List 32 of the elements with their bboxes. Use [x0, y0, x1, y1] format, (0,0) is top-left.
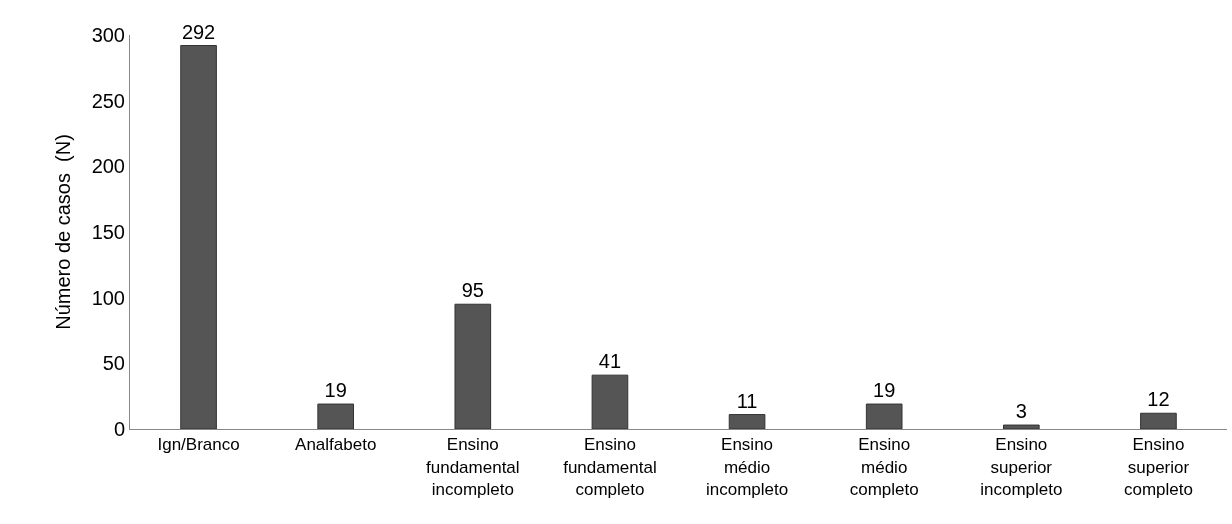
x-tick-label: Ensino superior incompleto	[980, 435, 1063, 499]
y-axis-title: Número de casos (N)	[52, 134, 75, 330]
y-tick-label: 150	[91, 221, 125, 243]
x-tick-label: Analfabeto	[295, 435, 377, 455]
x-tick-label: Ensino médio incompleto	[705, 435, 789, 499]
data-label: 12	[1147, 388, 1170, 411]
data-label: 41	[598, 350, 622, 373]
bar	[591, 374, 629, 429]
bar	[728, 414, 766, 429]
bar	[454, 303, 492, 429]
x-tick-label: Ensino médio completo	[849, 435, 919, 499]
x-tick-label: Ensino fundamental completo	[563, 435, 657, 499]
bar	[180, 45, 217, 429]
data-label: 11	[736, 389, 758, 412]
x-tick-label: Ign/Branco	[157, 435, 240, 455]
bar	[1140, 412, 1177, 429]
y-tick-label: 250	[91, 89, 125, 112]
y-tick-label: 100	[91, 286, 125, 309]
bar	[1002, 424, 1040, 429]
bar	[865, 403, 903, 429]
x-tick-label: Ensino superior completo	[1123, 435, 1193, 499]
bar	[317, 403, 355, 429]
data-label: 95	[461, 279, 484, 302]
y-tick-label: 50	[102, 352, 125, 375]
data-label: 19	[324, 379, 347, 402]
y-tick-label: 0	[113, 418, 125, 440]
y-tick-label: 200	[91, 155, 125, 178]
data-label: 3	[1015, 400, 1027, 423]
data-label: 292	[181, 20, 216, 43]
x-tick-label: Ensino fundamental incompleto	[426, 435, 520, 499]
y-tick-label: 300	[91, 24, 125, 46]
data-label: 19	[873, 379, 896, 402]
